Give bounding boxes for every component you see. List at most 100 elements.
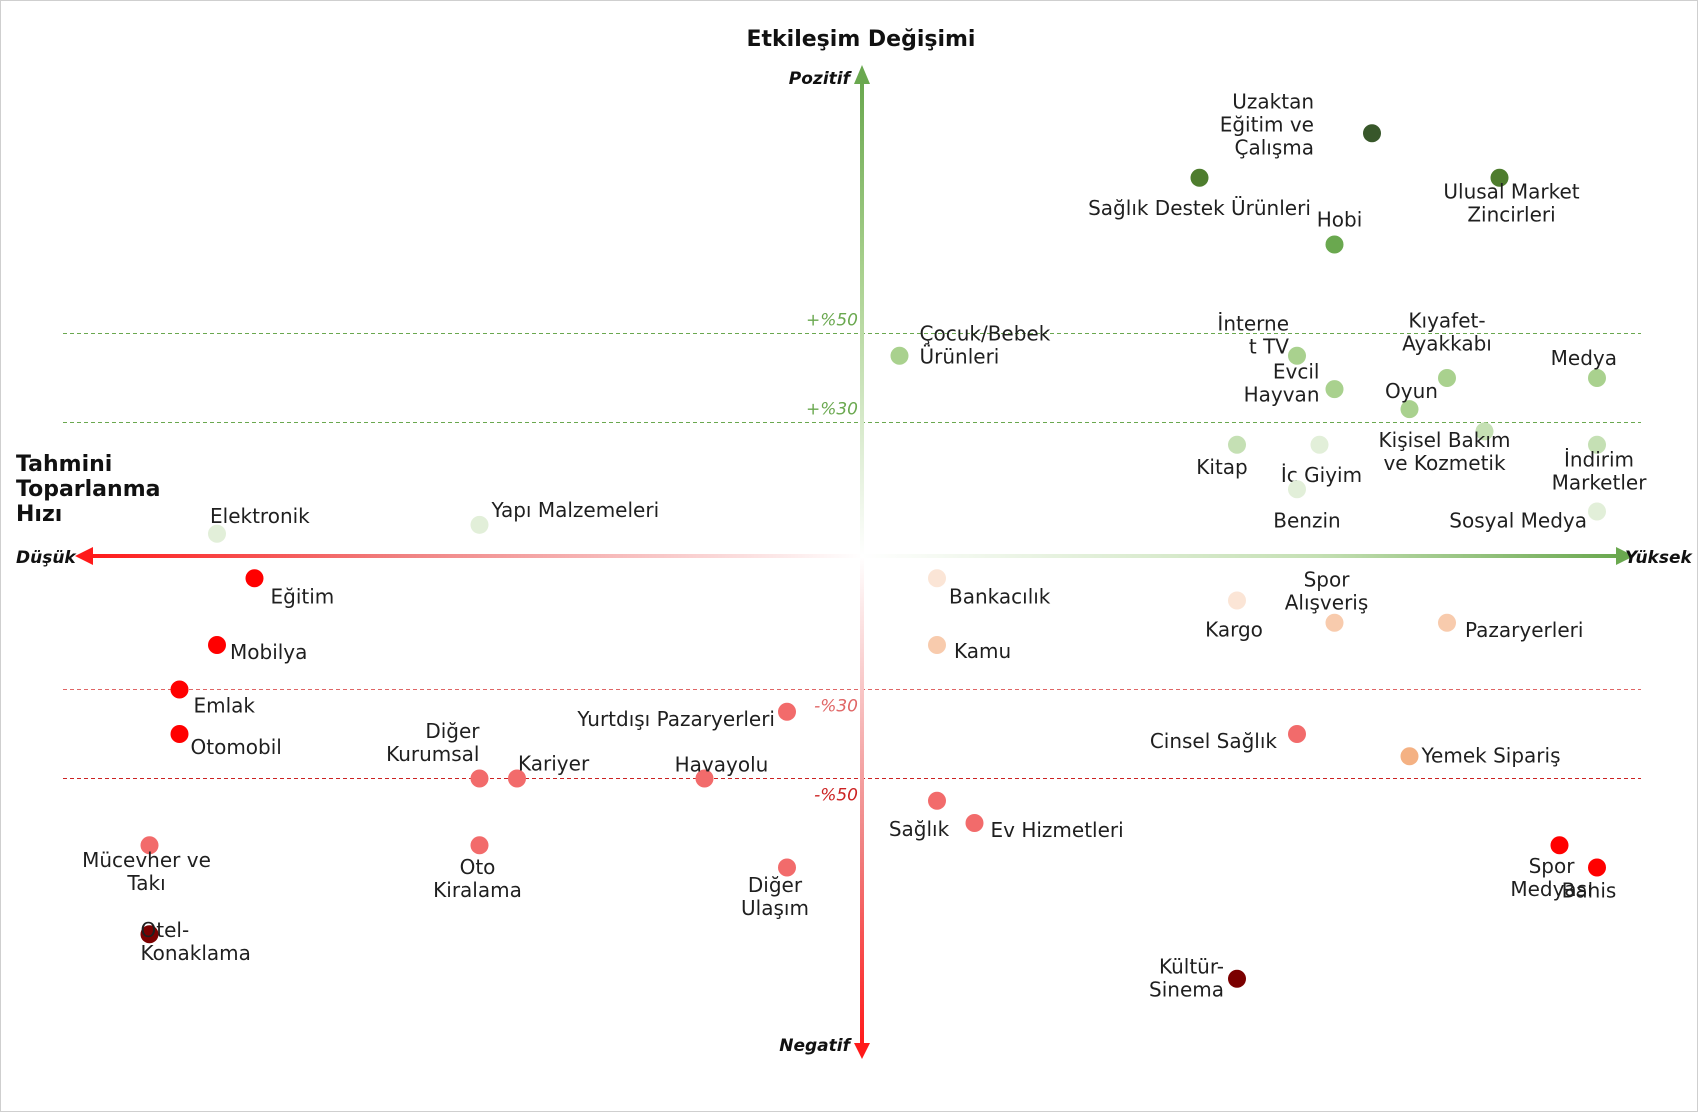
point-label-line: Sağlık: [889, 817, 950, 841]
point-diger-ulasim: [778, 858, 796, 877]
point-label-line: Otomobil: [191, 735, 282, 759]
y-axis-positive: [860, 83, 864, 556]
point-label-line: Uzaktan: [1232, 89, 1314, 113]
point-otomobil: [170, 725, 189, 743]
point-label-line: Marketler: [1552, 470, 1648, 494]
point-label-saglik-destek-urunleri: Sağlık Destek Ürünleri: [1088, 196, 1311, 220]
point-label-line: Ulusal Market: [1443, 179, 1579, 203]
point-label-line: Emlak: [194, 694, 256, 718]
point-cinsel-saglik: [1288, 725, 1306, 743]
x-axis-title-line-3: Hızı: [16, 502, 62, 527]
point-label-line: Ulaşım: [741, 896, 809, 920]
point-label-line: Mobilya: [230, 640, 307, 664]
point-label-emlak: Emlak: [194, 694, 256, 718]
point-label-line: Ürünleri: [920, 344, 1000, 368]
point-saglik: [928, 791, 946, 810]
point-label-line: Elektronik: [210, 504, 310, 528]
point-sosyal-medya: [1588, 502, 1606, 521]
point-label-line: Kargo: [1205, 618, 1263, 642]
x-axis-right-arrowhead: [1616, 547, 1634, 565]
point-label-line: Hobi: [1317, 208, 1363, 232]
point-spor-medyasi: [1550, 836, 1569, 855]
point-label-line: Sağlık Destek Ürünleri: [1088, 196, 1311, 220]
y-axis-bottom-label: Negatif: [779, 1036, 852, 1056]
x-axis-right-label: Yüksek: [1625, 548, 1693, 568]
reference-line-label: +%50: [806, 311, 858, 331]
point-label-line: Kamu: [954, 639, 1011, 663]
point-label-line: Zincirleri: [1467, 202, 1555, 226]
point-label-kitap: Kitap: [1196, 455, 1247, 479]
point-label-saglik: Sağlık: [889, 817, 950, 841]
point-label-line: Çocuk/Bebek: [920, 321, 1051, 345]
point-label-line: Medyası: [1510, 877, 1592, 901]
point-label-havayolu: Havayolu: [675, 753, 769, 777]
point-elektronik: [208, 524, 226, 543]
point-label-pazaryerleri: Pazaryerleri: [1465, 618, 1583, 642]
point-label-line: Yemek Sipariş: [1421, 743, 1561, 767]
point-label-kiyafet-ayakkabi: Kıyafet-Ayakkabı: [1402, 309, 1492, 356]
point-label-benzin: Benzin: [1273, 508, 1340, 532]
point-mobilya: [208, 636, 226, 654]
point-diger-kurumsal: [470, 769, 489, 788]
point-label-spor-alisveris: Spor Alışveriş: [1285, 567, 1369, 614]
point-kultur-sinema: [1228, 969, 1246, 988]
x-axis-left-arrowhead: [75, 547, 93, 565]
point-label-line: Alışveriş: [1285, 590, 1369, 614]
point-label-line: Oyun: [1385, 379, 1438, 403]
point-label-interne-t-tv: İnterne t TV: [1217, 311, 1289, 358]
point-label-yapi-malzemeleri: Yapı Malzemeleri: [491, 498, 660, 522]
point-label-line: Benzin: [1273, 508, 1340, 532]
point-label-kultur-sinema: Kültür-Sinema: [1149, 954, 1224, 1001]
point-label-ulusal-market-zincirleri: Ulusal Market Zincirleri: [1443, 179, 1579, 226]
data-points: Uzaktan Eğitim ve Çalışma Sağlık Destek Ürü…: [82, 89, 1647, 1001]
point-kiyafet-ayakkabi: [1438, 369, 1456, 387]
point-label-line: Eğitim ve: [1220, 112, 1314, 136]
point-label-line: Sinema: [1149, 977, 1224, 1001]
point-label-line: Yapı Malzemeleri: [491, 498, 660, 522]
y-axis-top-label: Pozitif: [789, 69, 853, 89]
point-label-line: Hayvan: [1244, 383, 1320, 407]
point-yurtdisi-pazaryerleri: [778, 702, 796, 721]
point-label-line: Ev Hizmetleri: [991, 818, 1124, 842]
point-label-line: Kültür-: [1159, 954, 1224, 978]
point-label-line: Çalışma: [1235, 135, 1315, 159]
point-label-line: ve Kozmetik: [1383, 451, 1506, 475]
point-label-line: Kitap: [1196, 455, 1247, 479]
point-spor-alisveris: [1325, 613, 1344, 632]
point-label-kisisel-bakim-ve-kozmetik: Kişisel Bakım ve Kozmetik: [1379, 428, 1511, 475]
x-axis-title: Tahmini Toparlanma Hızı: [16, 452, 168, 527]
point-label-line: Diğer: [425, 719, 480, 743]
point-saglik-destek-urunleri: [1190, 168, 1209, 187]
point-label-line: Evcil: [1273, 360, 1320, 384]
point-cocuk-bebek-urunleri: [890, 346, 909, 365]
point-bankacilik: [928, 569, 946, 588]
point-label-line: İnterne: [1217, 311, 1289, 335]
point-havayolu: [695, 769, 714, 788]
point-label-line: Mücevher ve: [82, 848, 211, 872]
point-label-cinsel-saglik: Cinsel Sağlık: [1150, 729, 1278, 753]
point-label-indirim-marketler: İndirim Marketler: [1552, 447, 1648, 494]
point-kargo: [1228, 591, 1246, 610]
point-label-otel-konaklama: Otel-Konaklama: [141, 918, 251, 965]
point-label-line: Sosyal Medya: [1449, 509, 1587, 533]
point-uzaktan-egitim-ve-calisma: [1363, 124, 1381, 143]
point-hobi: [1325, 235, 1344, 254]
y-axis-up-arrowhead: [854, 65, 870, 84]
point-interne-t-tv: [1288, 346, 1306, 365]
point-label-uzaktan-egitim-ve-calisma: Uzaktan Eğitim ve Çalışma: [1220, 89, 1314, 159]
y-axis-down-arrowhead: [854, 1043, 870, 1059]
x-axis-title-line-2: Toparlanma: [16, 477, 160, 502]
point-label-bahis: Bahis: [1562, 879, 1617, 903]
point-label-line: Ayakkabı: [1402, 332, 1492, 356]
point-label-line: Pazaryerleri: [1465, 618, 1583, 642]
point-label-oto-kiralama: Oto Kiralama: [433, 855, 522, 902]
point-label-kargo: Kargo: [1205, 618, 1263, 642]
point-pazaryerleri: [1438, 613, 1456, 632]
point-label-line: Eğitim: [271, 584, 335, 608]
point-label-mobilya: Mobilya: [230, 640, 307, 664]
point-label-kariyer: Kariyer: [518, 752, 590, 776]
point-label-diger-kurumsal: Diğer Kurumsal: [386, 719, 480, 766]
point-label-evcil-hayvan: Evcil Hayvan: [1244, 360, 1320, 407]
y-axis-negative: [860, 556, 864, 1045]
